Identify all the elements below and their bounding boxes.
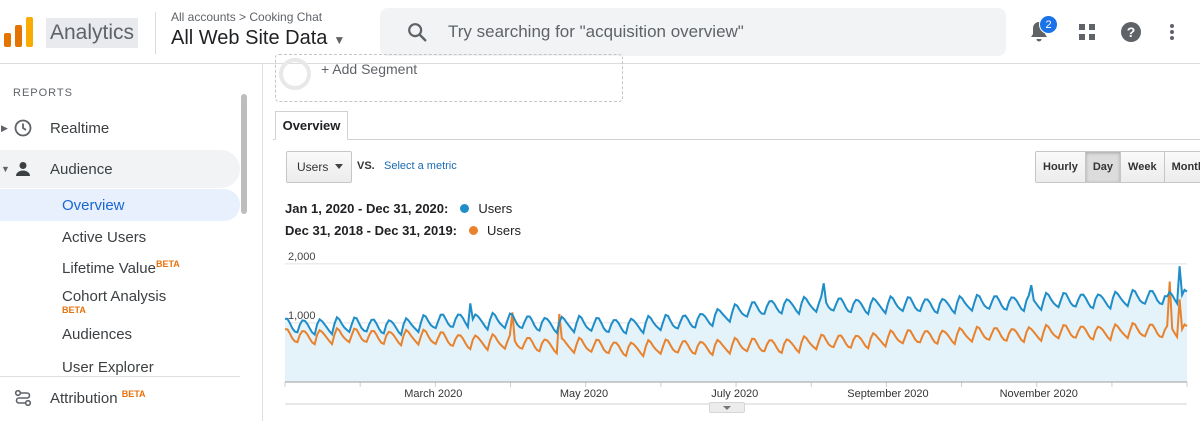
sidebar-scrollbar[interactable]: [241, 94, 247, 214]
search-input[interactable]: [448, 22, 988, 42]
x-tick-label: September 2020: [847, 388, 928, 400]
chart-collapse-handle[interactable]: [709, 402, 745, 413]
metric-select[interactable]: Users: [286, 151, 352, 183]
sidebar-subitem-label: Active Users: [62, 228, 147, 246]
sidebar-item-realtime[interactable]: ▶ Realtime: [0, 109, 240, 147]
beta-badge: BETA: [155, 259, 180, 269]
sidebar-item-label: Audience: [50, 160, 113, 178]
select-metric-link[interactable]: Select a metric: [384, 160, 457, 172]
series-line-previous: [284, 281, 1188, 359]
notification-badge: 2: [1039, 15, 1058, 34]
clock-icon: [14, 119, 32, 137]
series-area-current: [285, 266, 1187, 382]
legend-entry-previous: Dec 31, 2018 - Dec 31, 2019: Users: [285, 223, 521, 238]
beta-badge: BETA: [121, 389, 146, 399]
sidebar-item-attribution[interactable]: Attribution BETA: [0, 379, 240, 417]
users-line-chart[interactable]: 2,000 1,000 March 2020 May 2020 July 2020 Sep…: [263, 242, 1200, 421]
attribution-icon: [14, 389, 32, 407]
sidebar-subitem-user-explorer[interactable]: User Explorer: [0, 351, 240, 383]
segment-circle-icon: [279, 58, 311, 90]
legend-range: Jan 1, 2020 - Dec 31, 2020:: [285, 201, 449, 216]
y-tick-label: 1,000: [288, 310, 316, 322]
caret-down-icon: ▼: [333, 33, 346, 47]
sidebar-subitem-label: Cohort Analysis: [62, 288, 167, 305]
collapse-arrow-icon: ▼: [1, 164, 10, 174]
sidebar-subitem-audiences[interactable]: Audiences: [0, 318, 240, 350]
sidebar-item-label: Attribution: [50, 390, 118, 407]
tab-overview[interactable]: Overview: [275, 111, 348, 140]
dropdown-arrow-icon: [335, 164, 343, 169]
sidebar-subitem-label: Audiences: [62, 325, 133, 343]
main-content: + Add Segment Overview Users VS. Select …: [263, 54, 1200, 421]
x-tick-label: March 2020: [404, 388, 462, 400]
search-bar[interactable]: [380, 8, 1006, 56]
legend-range: Dec 31, 2018 - Dec 31, 2019:: [285, 223, 458, 238]
view-name: All Web Site Data: [171, 27, 328, 49]
legend-dot: [460, 204, 470, 213]
sidebar-item-label: Realtime: [50, 119, 110, 137]
more-vert-icon[interactable]: [1160, 20, 1184, 44]
top-bar: Analytics All accounts > Cooking Chat Al…: [0, 0, 1200, 64]
help-icon[interactable]: ?: [1119, 20, 1143, 44]
granularity-day-button[interactable]: Day: [1084, 152, 1121, 182]
breadcrumb[interactable]: All accounts > Cooking Chat: [171, 10, 323, 24]
sidebar-subitem-label: Overview: [62, 196, 125, 214]
header-divider: [155, 12, 156, 54]
view-selector[interactable]: All Web Site Data ▼: [171, 27, 345, 50]
apps-grid-icon[interactable]: [1075, 20, 1099, 44]
metric-select-value: Users: [297, 160, 329, 174]
analytics-logo[interactable]: [4, 17, 34, 47]
granularity-month-button[interactable]: Month: [1163, 152, 1200, 182]
granularity-week-button[interactable]: Week: [1120, 152, 1164, 182]
sidebar-divider: [0, 376, 240, 377]
expand-arrow-icon: ▶: [1, 122, 8, 133]
app-name[interactable]: Analytics: [46, 18, 139, 48]
beta-badge: BETA: [62, 305, 86, 315]
sidebar-subitem-cohort-analysis[interactable]: Cohort Analysis BETA: [0, 285, 240, 315]
sidebar-subitem-label: User Explorer: [62, 358, 154, 376]
legend-series: Users: [478, 201, 513, 216]
x-tick-label: May 2020: [560, 388, 608, 400]
add-segment-button[interactable]: + Add Segment: [321, 61, 418, 77]
sidebar-item-label-group: Attribution BETA: [50, 389, 146, 407]
legend-dot: [469, 226, 479, 235]
sidebar: REPORTS ▶ Realtime ▼ Audience Overview A…: [0, 64, 263, 421]
svg-text:?: ?: [1127, 24, 1136, 40]
person-icon: [16, 162, 30, 176]
series-line-current: [284, 266, 1188, 337]
sidebar-subitem-overview[interactable]: Overview: [0, 189, 240, 221]
granularity-hourly-button[interactable]: Hourly: [1036, 152, 1085, 182]
vs-label: VS.: [357, 160, 375, 172]
search-icon: [408, 23, 427, 42]
legend-entry-current: Jan 1, 2020 - Dec 31, 2020: Users: [285, 201, 512, 216]
sidebar-item-audience[interactable]: ▼ Audience: [0, 150, 240, 188]
sidebar-subitem-lifetime-value[interactable]: Lifetime ValueBETA: [0, 253, 240, 285]
y-tick-label: 2,000: [288, 251, 316, 263]
tab-underline: [273, 139, 1200, 140]
x-tick-label: November 2020: [1000, 388, 1078, 400]
sidebar-subitem-active-users[interactable]: Active Users: [0, 221, 240, 253]
legend-series: Users: [487, 223, 521, 238]
sidebar-subitem-label: Lifetime Value: [62, 260, 156, 277]
granularity-toggle: Hourly Day Week Month: [1035, 151, 1200, 183]
reports-section-label: REPORTS: [13, 87, 73, 99]
x-tick-label: July 2020: [711, 388, 758, 400]
sidebar-subitem-label-group: Lifetime ValueBETA: [62, 259, 180, 277]
segment-box: [275, 54, 623, 102]
